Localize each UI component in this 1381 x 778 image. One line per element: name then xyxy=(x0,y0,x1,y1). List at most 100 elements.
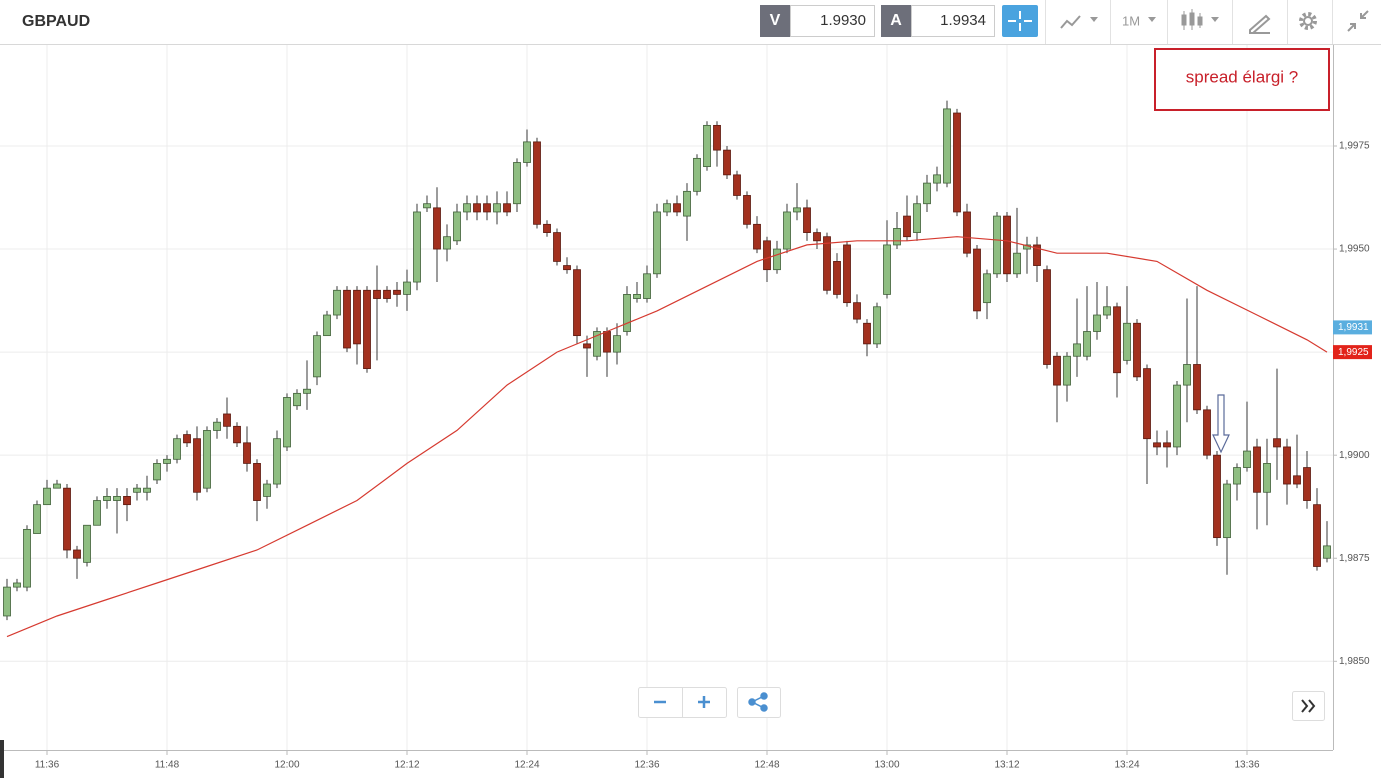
y-tick-label: 1,9950 xyxy=(1339,244,1370,255)
candle-body xyxy=(1073,343,1081,357)
candle-body xyxy=(93,500,101,526)
scroll-end-button[interactable] xyxy=(1292,691,1325,721)
candle-body xyxy=(123,496,131,506)
x-tick-label: 11:48 xyxy=(155,760,180,771)
candle-body xyxy=(313,335,321,378)
draw-icon[interactable] xyxy=(1249,14,1271,34)
annotation-box xyxy=(1154,48,1330,111)
candle-body xyxy=(393,289,401,295)
candle-body xyxy=(213,421,221,431)
candle-body xyxy=(753,223,761,250)
sell-label: V xyxy=(770,12,781,29)
candle-body xyxy=(723,149,731,176)
toolbar-separators xyxy=(1045,0,1333,44)
candle-body xyxy=(763,240,771,271)
sell-button[interactable] xyxy=(760,5,790,37)
candle-body xyxy=(563,265,571,271)
x-tick-label: 13:00 xyxy=(874,760,899,771)
share-button[interactable] xyxy=(737,687,781,718)
candle-body xyxy=(223,413,231,427)
price-marker-label: 1,9925 xyxy=(1338,347,1369,358)
candle-body xyxy=(863,322,871,345)
candle-body xyxy=(783,211,791,250)
arrow-annotation xyxy=(1212,394,1230,454)
candle-body xyxy=(843,244,851,304)
candle-body xyxy=(1163,442,1171,448)
candle-body xyxy=(833,261,841,295)
candle-body xyxy=(933,174,941,184)
buy-button[interactable] xyxy=(881,5,911,37)
sell-price-box[interactable] xyxy=(790,5,875,37)
candle-type-icon[interactable] xyxy=(1181,9,1203,30)
candle-body xyxy=(693,157,701,192)
crosshair-icon xyxy=(1008,11,1032,31)
candle-body xyxy=(543,223,551,233)
candle-body xyxy=(1173,384,1181,448)
annotation: spread élargi ? xyxy=(1186,67,1298,86)
buy-price-box[interactable] xyxy=(911,5,995,37)
buy-label: A xyxy=(890,12,902,29)
symbol: GBPAUD xyxy=(22,13,90,30)
candle-body xyxy=(673,203,681,213)
x-tick-label: 11:36 xyxy=(35,760,60,771)
candle-body xyxy=(1153,442,1161,448)
candle-body xyxy=(143,487,151,493)
candle-body xyxy=(3,586,11,617)
candle-body xyxy=(473,203,481,213)
y-tick-label: 1,9875 xyxy=(1339,553,1370,564)
candle-body xyxy=(1263,463,1271,493)
candle-body xyxy=(463,203,471,213)
candle-body xyxy=(1003,215,1011,275)
candle-body xyxy=(333,289,341,316)
settings-icon-center xyxy=(1303,16,1313,26)
candle-body xyxy=(253,463,261,501)
zoom-in[interactable] xyxy=(698,696,710,708)
crosshair-button[interactable] xyxy=(1002,5,1038,37)
candle-body xyxy=(133,487,141,493)
candle-body xyxy=(1233,467,1241,485)
timeframe[interactable]: 1M xyxy=(1122,13,1140,28)
candle-body xyxy=(283,397,291,448)
candle-body xyxy=(193,438,201,493)
x-tick-label: 12:36 xyxy=(634,760,659,771)
scroll-end-icon xyxy=(1301,699,1316,713)
x-tick-label: 12:00 xyxy=(274,760,299,771)
candle-body xyxy=(33,504,41,534)
candle-body xyxy=(603,331,611,353)
candle-body xyxy=(13,582,21,588)
candle-body xyxy=(453,211,461,242)
candle-body xyxy=(373,289,381,299)
share-icon xyxy=(748,692,768,712)
candle-body xyxy=(1213,454,1221,539)
candle-body xyxy=(173,438,181,460)
candle-body xyxy=(413,211,421,283)
candle-body xyxy=(1323,545,1331,559)
candle-body xyxy=(1313,504,1321,567)
collapse-icon[interactable] xyxy=(1347,10,1369,32)
price-marker-label: 1,9931 xyxy=(1338,322,1369,333)
candle-body xyxy=(1083,331,1091,357)
candle-body xyxy=(853,302,861,320)
candle-body xyxy=(713,124,721,151)
candle-body xyxy=(793,207,801,213)
candle-body xyxy=(433,207,441,250)
candle-body xyxy=(403,281,411,295)
candle-body xyxy=(513,162,521,205)
candle-body xyxy=(873,306,881,345)
settings-icon[interactable] xyxy=(1299,12,1317,30)
y-tick-label: 1,9850 xyxy=(1339,656,1370,667)
candle-body xyxy=(743,195,751,225)
y-tick-label: 1,9975 xyxy=(1339,141,1370,152)
candle-body xyxy=(233,425,241,444)
line-type-icon[interactable] xyxy=(1060,15,1081,29)
candle-body xyxy=(813,232,821,242)
candle-body xyxy=(163,458,171,464)
candle-body xyxy=(953,112,961,213)
candle-body xyxy=(1033,244,1041,266)
candle-body xyxy=(1193,364,1201,411)
candle-body xyxy=(633,294,641,299)
candle-body xyxy=(103,496,111,501)
caret xyxy=(1090,17,1098,22)
candle-body xyxy=(733,174,741,196)
candle-body xyxy=(573,269,581,337)
